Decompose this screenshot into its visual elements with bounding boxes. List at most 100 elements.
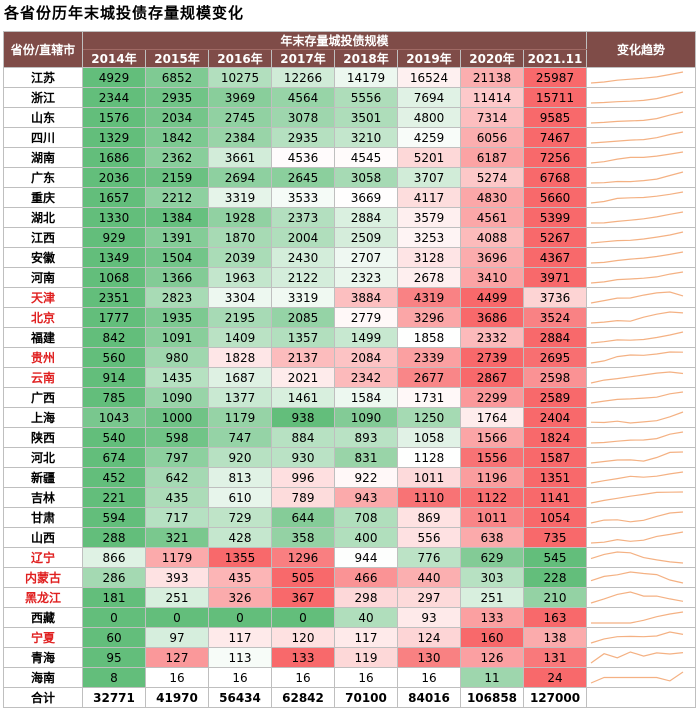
value-cell: 2373 bbox=[271, 207, 335, 228]
trend-sparkline-cell bbox=[586, 587, 697, 608]
trend-sparkline bbox=[590, 111, 684, 124]
trend-sparkline bbox=[590, 151, 684, 164]
trend-line bbox=[590, 71, 684, 84]
value-cell: 1566 bbox=[460, 427, 524, 448]
trend-sparkline bbox=[590, 591, 684, 604]
value-cell: 2339 bbox=[397, 347, 461, 368]
value-cell: 1377 bbox=[208, 387, 272, 408]
total-row: 合计 32771 41970 56434 62842 70100 84016 106858 12… bbox=[3, 687, 697, 708]
value-cell: 1179 bbox=[208, 407, 272, 428]
value-cell: 298 bbox=[334, 587, 398, 608]
value-cell: 1686 bbox=[82, 147, 146, 168]
value-cell: 2430 bbox=[271, 247, 335, 268]
trend-sparkline-cell bbox=[586, 207, 697, 228]
value-cell: 1091 bbox=[145, 327, 209, 348]
trend-sparkline bbox=[590, 451, 684, 464]
province-name: 天津 bbox=[3, 287, 83, 308]
value-cell: 321 bbox=[145, 527, 209, 548]
value-cell: 2299 bbox=[460, 387, 524, 408]
table-row: 青海 95 127 113 133 119 130 126 131 bbox=[3, 647, 697, 668]
total-value-cell: 41970 bbox=[145, 687, 209, 708]
value-cell: 119 bbox=[334, 647, 398, 668]
trend-line bbox=[590, 351, 684, 364]
value-cell: 930 bbox=[271, 447, 335, 468]
value-cell: 3884 bbox=[334, 287, 398, 308]
trend-line bbox=[590, 111, 684, 124]
value-cell: 3686 bbox=[460, 307, 524, 328]
table-row: 陕西 540 598 747 884 893 1058 1566 1824 bbox=[3, 427, 697, 448]
year-header: 2014年 bbox=[82, 49, 146, 68]
trend-sparkline-cell bbox=[586, 247, 697, 268]
value-cell: 3410 bbox=[460, 267, 524, 288]
value-cell: 5274 bbox=[460, 167, 524, 188]
value-cell: 3078 bbox=[271, 107, 335, 128]
value-cell: 15711 bbox=[522, 87, 588, 108]
trend-sparkline-cell bbox=[586, 147, 697, 168]
value-cell: 813 bbox=[208, 467, 272, 488]
trend-sparkline bbox=[590, 571, 684, 584]
value-cell: 297 bbox=[397, 587, 461, 608]
value-cell: 914 bbox=[82, 367, 146, 388]
trend-sparkline-cell bbox=[586, 487, 697, 508]
value-cell: 638 bbox=[460, 527, 524, 548]
trend-line bbox=[590, 471, 684, 484]
value-cell: 1657 bbox=[82, 187, 146, 208]
value-cell: 393 bbox=[145, 567, 209, 588]
trend-sparkline-cell bbox=[586, 527, 697, 548]
value-cell: 3501 bbox=[334, 107, 398, 128]
year-header: 2019年 bbox=[397, 49, 461, 68]
trend-sparkline bbox=[590, 671, 684, 684]
value-cell: 251 bbox=[460, 587, 524, 608]
value-cell: 2384 bbox=[208, 127, 272, 148]
value-cell: 24 bbox=[522, 667, 588, 688]
trend-line bbox=[590, 331, 684, 344]
value-cell: 1355 bbox=[208, 547, 272, 568]
value-cell: 4088 bbox=[460, 227, 524, 248]
trend-sparkline-cell bbox=[586, 367, 697, 388]
trend-sparkline bbox=[590, 311, 684, 324]
trend-sparkline-cell bbox=[586, 627, 697, 648]
trend-sparkline bbox=[590, 371, 684, 384]
trend-sparkline bbox=[590, 331, 684, 344]
value-cell: 610 bbox=[208, 487, 272, 508]
value-cell: 545 bbox=[522, 547, 588, 568]
value-cell: 1090 bbox=[145, 387, 209, 408]
year-header: 2018年 bbox=[334, 49, 398, 68]
value-cell: 2745 bbox=[208, 107, 272, 128]
value-cell: 6056 bbox=[460, 127, 524, 148]
value-cell: 3128 bbox=[397, 247, 461, 268]
value-cell: 7314 bbox=[460, 107, 524, 128]
value-cell: 594 bbox=[82, 507, 146, 528]
year-header: 2020年 bbox=[460, 49, 524, 68]
trend-line bbox=[590, 531, 684, 544]
value-cell: 2351 bbox=[82, 287, 146, 308]
table-row: 山西 288 321 428 358 400 556 638 735 bbox=[3, 527, 697, 548]
value-cell: 4830 bbox=[460, 187, 524, 208]
trend-line bbox=[591, 211, 684, 224]
province-name: 福建 bbox=[3, 327, 83, 348]
value-cell: 505 bbox=[271, 567, 335, 588]
value-cell: 3969 bbox=[208, 87, 272, 108]
trend-sparkline bbox=[590, 551, 684, 564]
value-cell: 11414 bbox=[460, 87, 524, 108]
value-cell: 789 bbox=[271, 487, 335, 508]
table-row: 福建 842 1091 1409 1357 1499 1858 2332 2884 bbox=[3, 327, 697, 348]
value-cell: 929 bbox=[82, 227, 146, 248]
value-cell: 1504 bbox=[145, 247, 209, 268]
value-cell: 117 bbox=[208, 627, 272, 648]
value-cell: 435 bbox=[208, 567, 272, 588]
table-row: 山东 1576 2034 2745 3078 3501 4800 7314 9585 bbox=[3, 107, 697, 128]
province-name: 山东 bbox=[3, 107, 83, 128]
value-cell: 286 bbox=[82, 567, 146, 588]
value-cell: 3736 bbox=[522, 287, 588, 308]
value-cell: 1357 bbox=[271, 327, 335, 348]
trend-sparkline-cell bbox=[586, 467, 697, 488]
value-cell: 674 bbox=[82, 447, 146, 468]
value-cell: 2159 bbox=[145, 167, 209, 188]
value-cell: 3253 bbox=[397, 227, 461, 248]
value-cell: 181 bbox=[82, 587, 146, 608]
value-cell: 996 bbox=[271, 467, 335, 488]
table-row: 宁夏 60 97 117 120 117 124 160 138 bbox=[3, 627, 697, 648]
value-cell: 5660 bbox=[522, 187, 588, 208]
value-cell: 943 bbox=[334, 487, 398, 508]
